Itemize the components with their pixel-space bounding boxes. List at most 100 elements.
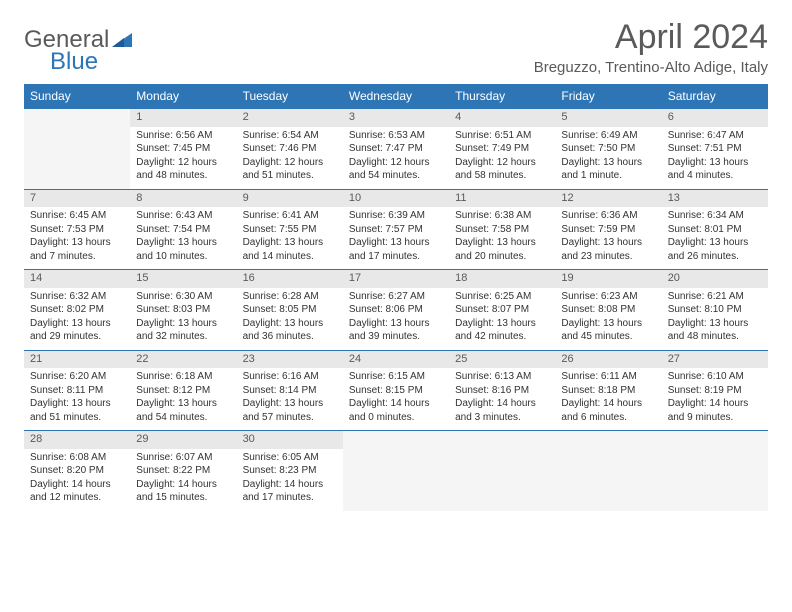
day-content-cell: Sunrise: 6:30 AMSunset: 8:03 PMDaylight:…: [130, 288, 236, 351]
day-content-cell: Sunrise: 6:23 AMSunset: 8:08 PMDaylight:…: [555, 288, 661, 351]
day-number-cell: [662, 431, 768, 449]
week-numbers-row: 14151617181920: [24, 270, 768, 288]
sunrise-text: Sunrise: 6:54 AM: [243, 129, 337, 143]
day-content-cell: Sunrise: 6:21 AMSunset: 8:10 PMDaylight:…: [662, 288, 768, 351]
logo-text-block: General Blue: [24, 26, 132, 76]
sunrise-text: Sunrise: 6:41 AM: [243, 209, 337, 223]
daylight-text-2: and 17 minutes.: [243, 491, 337, 505]
sunrise-text: Sunrise: 6:20 AM: [30, 370, 124, 384]
day-content-cell: Sunrise: 6:28 AMSunset: 8:05 PMDaylight:…: [237, 288, 343, 351]
dh-sat: Saturday: [662, 84, 768, 109]
sunrise-text: Sunrise: 6:15 AM: [349, 370, 443, 384]
day-number-cell: 5: [555, 109, 661, 127]
day-number-cell: 30: [237, 431, 343, 449]
dh-fri: Friday: [555, 84, 661, 109]
daylight-text-2: and 10 minutes.: [136, 250, 230, 264]
sunset-text: Sunset: 8:05 PM: [243, 303, 337, 317]
sunrise-text: Sunrise: 6:47 AM: [668, 129, 762, 143]
day-content-cell: Sunrise: 6:07 AMSunset: 8:22 PMDaylight:…: [130, 449, 236, 511]
sunrise-text: Sunrise: 6:21 AM: [668, 290, 762, 304]
daylight-text-1: Daylight: 13 hours: [455, 317, 549, 331]
daylight-text-2: and 39 minutes.: [349, 330, 443, 344]
daylight-text-2: and 4 minutes.: [668, 169, 762, 183]
day-content-cell: [555, 449, 661, 511]
sunrise-text: Sunrise: 6:13 AM: [455, 370, 549, 384]
sunrise-text: Sunrise: 6:11 AM: [561, 370, 655, 384]
daylight-text-1: Daylight: 13 hours: [349, 236, 443, 250]
sunset-text: Sunset: 7:55 PM: [243, 223, 337, 237]
daylight-text-1: Daylight: 12 hours: [136, 156, 230, 170]
sunrise-text: Sunrise: 6:27 AM: [349, 290, 443, 304]
daylight-text-1: Daylight: 13 hours: [243, 397, 337, 411]
daylight-text-2: and 54 minutes.: [349, 169, 443, 183]
day-content-cell: Sunrise: 6:56 AMSunset: 7:45 PMDaylight:…: [130, 127, 236, 190]
sunrise-text: Sunrise: 6:08 AM: [30, 451, 124, 465]
daylight-text-2: and 15 minutes.: [136, 491, 230, 505]
daylight-text-1: Daylight: 12 hours: [243, 156, 337, 170]
day-content-cell: Sunrise: 6:11 AMSunset: 8:18 PMDaylight:…: [555, 368, 661, 431]
sunset-text: Sunset: 8:02 PM: [30, 303, 124, 317]
dh-wed: Wednesday: [343, 84, 449, 109]
sunrise-text: Sunrise: 6:18 AM: [136, 370, 230, 384]
sunrise-text: Sunrise: 6:56 AM: [136, 129, 230, 143]
sunrise-text: Sunrise: 6:45 AM: [30, 209, 124, 223]
title-block: April 2024 Breguzzo, Trentino-Alto Adige…: [534, 18, 768, 76]
daylight-text-2: and 12 minutes.: [30, 491, 124, 505]
daylight-text-2: and 0 minutes.: [349, 411, 443, 425]
daylight-text-2: and 36 minutes.: [243, 330, 337, 344]
sunset-text: Sunset: 8:07 PM: [455, 303, 549, 317]
day-number-cell: 26: [555, 350, 661, 368]
brand-logo: General Blue: [24, 18, 132, 76]
day-content-cell: [343, 449, 449, 511]
week-content-row: Sunrise: 6:20 AMSunset: 8:11 PM Daylight:…: [24, 368, 768, 431]
daylight-text-2: and 14 minutes.: [243, 250, 337, 264]
daylight-text-1: Daylight: 13 hours: [668, 156, 762, 170]
month-title: April 2024: [534, 18, 768, 57]
sunset-text: Sunset: 8:11 PM: [30, 384, 124, 398]
sunrise-text: Sunrise: 6:39 AM: [349, 209, 443, 223]
day-number-cell: 1: [130, 109, 236, 127]
triangle-icon: [112, 33, 132, 47]
day-content-cell: Sunrise: 6:53 AMSunset: 7:47 PMDaylight:…: [343, 127, 449, 190]
sunset-text: Sunset: 8:23 PM: [243, 464, 337, 478]
sunset-text: Sunset: 8:22 PM: [136, 464, 230, 478]
sunset-text: Sunset: 8:03 PM: [136, 303, 230, 317]
sunset-text: Sunset: 8:18 PM: [561, 384, 655, 398]
day-content-cell: Sunrise: 6:15 AMSunset: 8:15 PMDaylight:…: [343, 368, 449, 431]
daylight-text-2: and 20 minutes.: [455, 250, 549, 264]
sunrise-text: Sunrise: 6:30 AM: [136, 290, 230, 304]
dh-thu: Thursday: [449, 84, 555, 109]
daylight-text-1: Daylight: 12 hours: [349, 156, 443, 170]
daylight-text-2: and 7 minutes.: [30, 250, 124, 264]
sunrise-text: Sunrise: 6:07 AM: [136, 451, 230, 465]
daylight-text-2: and 6 minutes.: [561, 411, 655, 425]
sunrise-text: Sunrise: 6:16 AM: [243, 370, 337, 384]
daylight-text-2: and 48 minutes.: [136, 169, 230, 183]
day-number-cell: 17: [343, 270, 449, 288]
calendar-page: General Blue April 2024 Breguzzo, Trenti…: [0, 0, 792, 612]
day-number-cell: [555, 431, 661, 449]
daylight-text-2: and 58 minutes.: [455, 169, 549, 183]
day-number-cell: 3: [343, 109, 449, 127]
day-number-cell: 19: [555, 270, 661, 288]
week-content-row: Sunrise: 6:32 AMSunset: 8:02 PMDaylight:…: [24, 288, 768, 351]
day-number-cell: 18: [449, 270, 555, 288]
day-number-cell: 9: [237, 189, 343, 207]
day-content-cell: Sunrise: 6:36 AMSunset: 7:59 PMDaylight:…: [555, 207, 661, 270]
day-content-cell: [449, 449, 555, 511]
daylight-text-2: and 3 minutes.: [455, 411, 549, 425]
day-number-cell: 7: [24, 189, 130, 207]
day-content-cell: Sunrise: 6:34 AMSunset: 8:01 PMDaylight:…: [662, 207, 768, 270]
day-number-cell: 23: [237, 350, 343, 368]
sunrise-text: Sunrise: 6:43 AM: [136, 209, 230, 223]
daylight-text-1: Daylight: 13 hours: [561, 317, 655, 331]
sunset-text: Sunset: 7:54 PM: [136, 223, 230, 237]
day-content-cell: Sunrise: 6:54 AMSunset: 7:46 PMDaylight:…: [237, 127, 343, 190]
sunset-text: Sunset: 8:06 PM: [349, 303, 443, 317]
daylight-text-1: Daylight: 13 hours: [136, 317, 230, 331]
day-content-cell: Sunrise: 6:45 AMSunset: 7:53 PMDaylight:…: [24, 207, 130, 270]
daylight-text-1: Daylight: 13 hours: [455, 236, 549, 250]
sunset-text: Sunset: 8:20 PM: [30, 464, 124, 478]
daylight-text-1: Daylight: 13 hours: [243, 236, 337, 250]
daylight-text-2: and 26 minutes.: [668, 250, 762, 264]
